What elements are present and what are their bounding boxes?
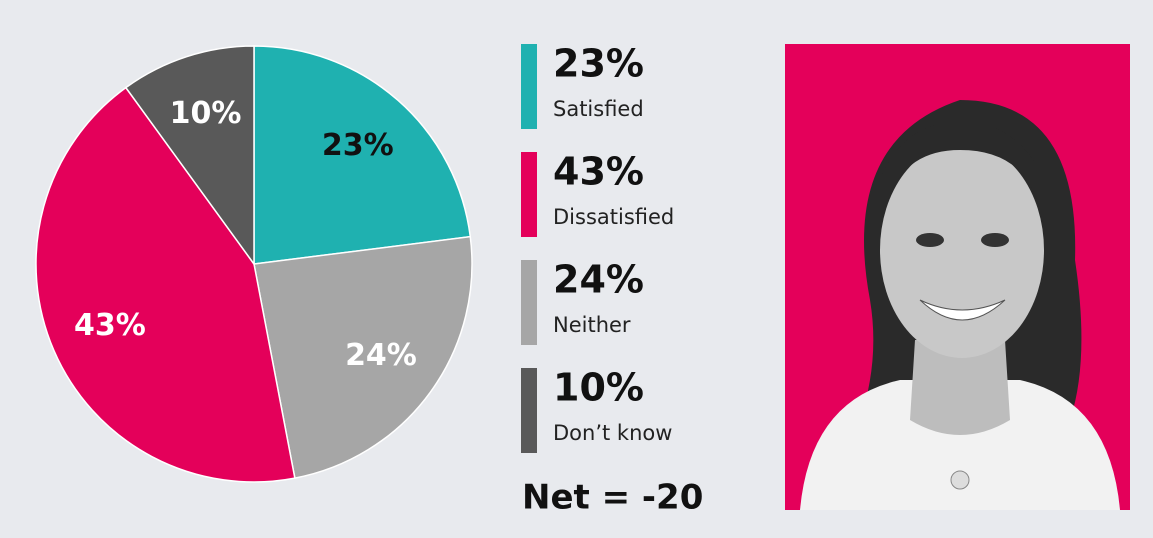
slice-label: 43% <box>74 308 146 343</box>
legend-value: 24% <box>553 258 644 302</box>
legend-swatch <box>521 44 537 129</box>
jacket <box>800 380 1120 510</box>
legend-swatch <box>521 152 537 237</box>
legend-swatch <box>521 368 537 453</box>
legend-name: Satisfied <box>553 97 644 121</box>
slice-label: 24% <box>345 338 417 373</box>
pie-slice <box>253 235 473 480</box>
legend-name: Don’t know <box>553 421 672 445</box>
pie-slice <box>253 45 472 265</box>
net-annotation: Net = -20 <box>522 478 703 518</box>
neck <box>910 340 1010 435</box>
fringe <box>882 121 1040 210</box>
legend-value: 10% <box>553 366 644 410</box>
legend-name: Neither <box>553 313 631 337</box>
slice-label: 23% <box>322 128 394 163</box>
legend-name: Dissatisfied <box>553 205 674 229</box>
smile <box>919 299 1006 321</box>
eye <box>916 233 944 247</box>
pie-slice <box>35 86 296 483</box>
pie-slice <box>124 45 255 267</box>
legend-value: 23% <box>553 42 644 86</box>
slice-label: 10% <box>170 96 242 131</box>
legend-swatch <box>521 260 537 345</box>
face <box>880 142 1044 358</box>
eye <box>981 233 1009 247</box>
photo <box>785 44 1130 510</box>
legend-value: 43% <box>553 150 644 194</box>
pendant <box>950 470 970 490</box>
